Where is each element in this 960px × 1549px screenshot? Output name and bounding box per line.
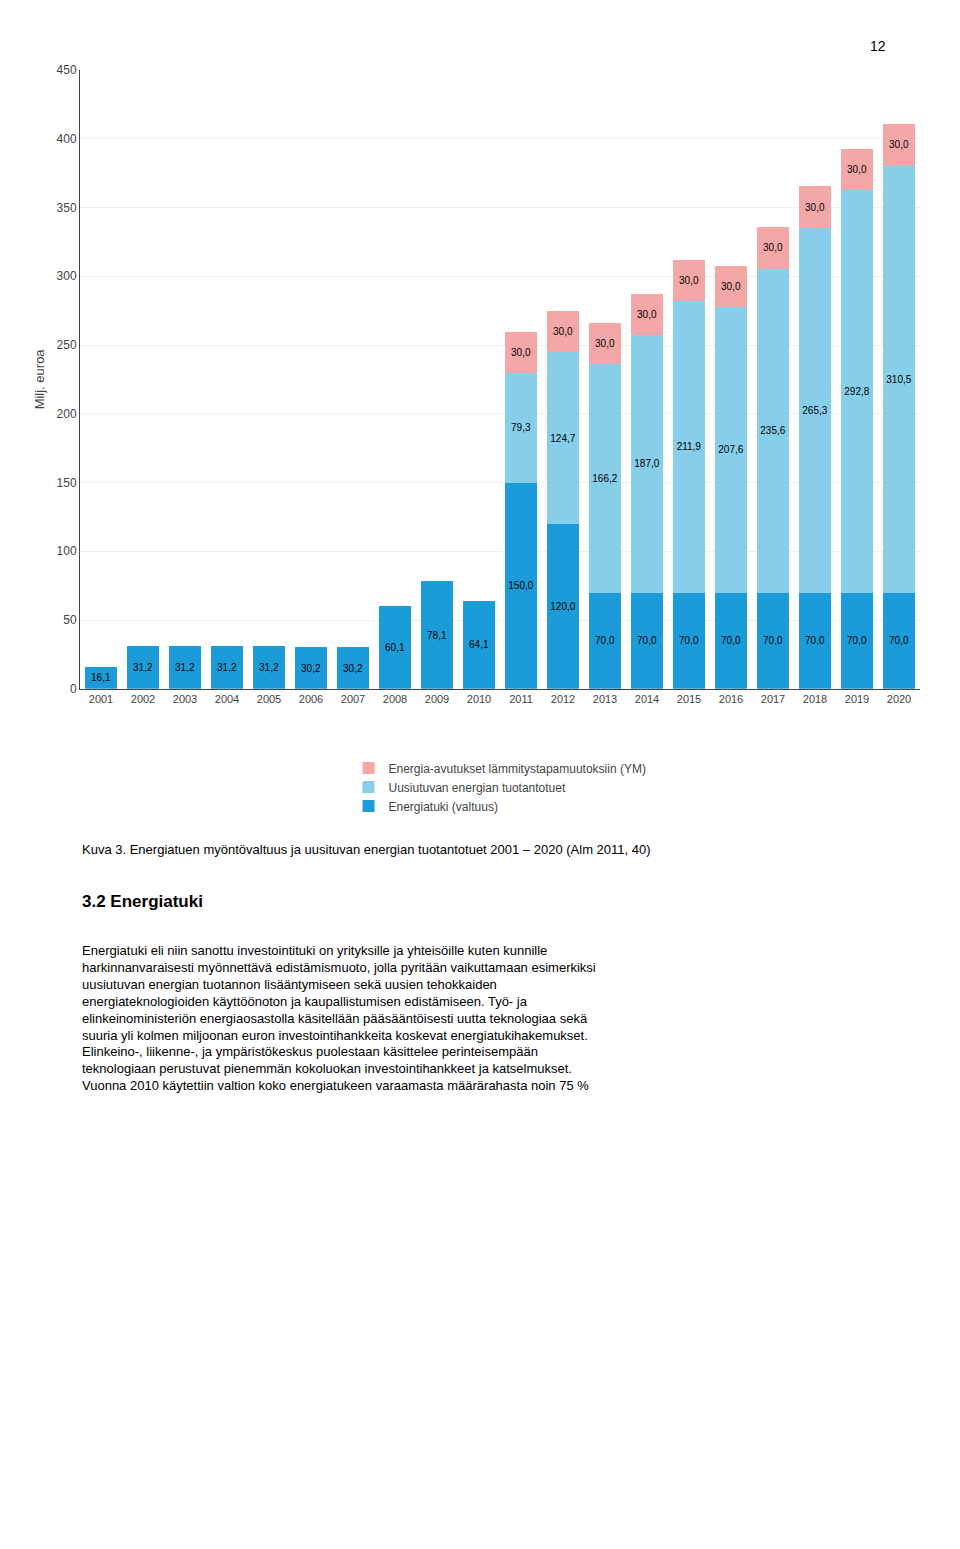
svg-text:2008: 2008 — [383, 693, 407, 705]
svg-text:79,3: 79,3 — [511, 422, 531, 433]
svg-text:2003: 2003 — [173, 693, 197, 705]
svg-text:2005: 2005 — [257, 693, 281, 705]
svg-text:70,0: 70,0 — [847, 635, 867, 646]
svg-text:31,2: 31,2 — [217, 662, 237, 673]
svg-text:Energiatuki eli niin sanottu i: Energiatuki eli niin sanottu investointi… — [82, 943, 596, 1093]
svg-text:70,0: 70,0 — [763, 635, 783, 646]
svg-text:200: 200 — [57, 407, 77, 421]
svg-text:30,0: 30,0 — [721, 281, 741, 292]
svg-text:150,0: 150,0 — [508, 580, 533, 591]
svg-text:207,6: 207,6 — [718, 444, 743, 455]
svg-text:50: 50 — [63, 613, 77, 627]
svg-text:70,0: 70,0 — [637, 635, 657, 646]
svg-text:2001: 2001 — [89, 693, 113, 705]
svg-text:30,0: 30,0 — [679, 275, 699, 286]
svg-text:166,2: 166,2 — [592, 473, 617, 484]
svg-text:70,0: 70,0 — [721, 635, 741, 646]
svg-text:30,0: 30,0 — [553, 326, 573, 337]
svg-text:250: 250 — [57, 338, 77, 352]
svg-text:64,1: 64,1 — [469, 639, 489, 650]
svg-text:30,0: 30,0 — [847, 164, 867, 175]
svg-text:70,0: 70,0 — [805, 635, 825, 646]
svg-text:Milj. euroa: Milj. euroa — [32, 349, 47, 410]
svg-text:70,0: 70,0 — [595, 635, 615, 646]
svg-text:30,0: 30,0 — [595, 338, 615, 349]
svg-text:292,8: 292,8 — [844, 386, 869, 397]
svg-text:2004: 2004 — [215, 693, 239, 705]
svg-text:31,2: 31,2 — [175, 662, 195, 673]
svg-text:2019: 2019 — [845, 693, 869, 705]
svg-text:187,0: 187,0 — [634, 458, 659, 469]
svg-text:30,2: 30,2 — [343, 663, 363, 674]
svg-text:70,0: 70,0 — [889, 635, 909, 646]
svg-text:70,0: 70,0 — [679, 635, 699, 646]
svg-text:211,9: 211,9 — [677, 441, 702, 452]
svg-text:235,6: 235,6 — [760, 425, 785, 436]
svg-text:2012: 2012 — [551, 693, 575, 705]
svg-text:Energiatuki (valtuus): Energiatuki (valtuus) — [389, 800, 498, 814]
svg-text:2011: 2011 — [509, 693, 533, 705]
svg-text:120,0: 120,0 — [550, 601, 575, 612]
svg-text:2007: 2007 — [341, 693, 365, 705]
svg-text:30,0: 30,0 — [637, 309, 657, 320]
svg-text:0: 0 — [70, 682, 77, 696]
svg-text:350: 350 — [57, 201, 77, 215]
svg-text:2018: 2018 — [803, 693, 827, 705]
svg-text:400: 400 — [57, 132, 77, 146]
svg-text:2014: 2014 — [635, 693, 659, 705]
svg-text:Kuva 3. Energiatuen myöntövalt: Kuva 3. Energiatuen myöntövaltuus ja uus… — [82, 842, 651, 857]
svg-text:2017: 2017 — [761, 693, 785, 705]
svg-text:450: 450 — [57, 63, 77, 77]
svg-text:2013: 2013 — [593, 693, 617, 705]
svg-text:60,1: 60,1 — [385, 642, 405, 653]
svg-text:31,2: 31,2 — [133, 662, 153, 673]
svg-text:2010: 2010 — [467, 693, 491, 705]
svg-text:2015: 2015 — [677, 693, 701, 705]
svg-text:78,1: 78,1 — [427, 630, 447, 641]
svg-text:3.2 Energiatuki: 3.2 Energiatuki — [82, 892, 203, 911]
svg-text:2020: 2020 — [887, 693, 911, 705]
svg-text:12: 12 — [870, 38, 886, 54]
svg-text:265,3: 265,3 — [802, 405, 827, 416]
svg-text:30,0: 30,0 — [763, 242, 783, 253]
svg-text:2009: 2009 — [425, 693, 449, 705]
svg-text:30,0: 30,0 — [511, 347, 531, 358]
svg-text:2016: 2016 — [719, 693, 743, 705]
svg-text:Energia-avutukset lämmitystapa: Energia-avutukset lämmitystapamuutoksiin… — [389, 762, 646, 776]
svg-text:124,7: 124,7 — [550, 433, 575, 444]
svg-text:2002: 2002 — [131, 693, 155, 705]
svg-text:Uusiutuvan energian tuotantotu: Uusiutuvan energian tuotantotuet — [389, 781, 566, 795]
svg-text:16,1: 16,1 — [91, 672, 111, 683]
svg-text:30,2: 30,2 — [301, 663, 321, 674]
svg-text:150: 150 — [57, 476, 77, 490]
svg-text:100: 100 — [57, 544, 77, 558]
svg-text:300: 300 — [57, 269, 77, 283]
svg-text:30,0: 30,0 — [805, 202, 825, 213]
svg-text:30,0: 30,0 — [889, 139, 909, 150]
svg-text:31,2: 31,2 — [259, 662, 279, 673]
svg-text:2006: 2006 — [299, 693, 323, 705]
svg-text:310,5: 310,5 — [886, 374, 911, 385]
